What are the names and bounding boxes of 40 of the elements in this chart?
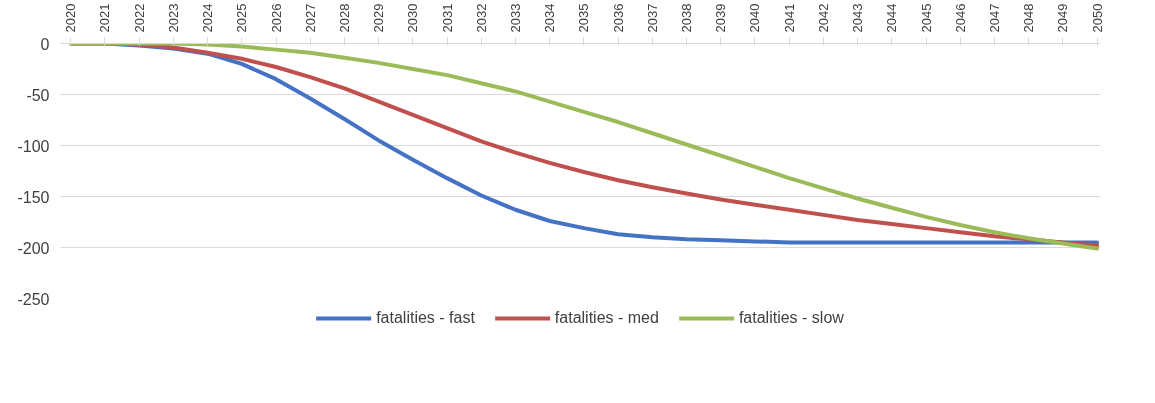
x-tick-label: 2035 [576,3,592,33]
x-tick-label: 2021 [97,3,113,33]
legend-label: fatalities - slow [738,309,844,327]
x-tick-label: 2037 [644,3,660,33]
x-tick-label: 2046 [952,3,968,33]
x-tick-label: 2020 [63,3,79,33]
legend-label: fatalities - med [554,309,659,327]
x-tick-label: 2031 [439,3,455,33]
x-tick-label: 2036 [610,3,626,33]
x-tick-label: 2026 [268,3,284,33]
x-tick-label: 2049 [1055,3,1071,33]
x-tick-label: 2043 [850,3,866,33]
y-tick-label: -50 [26,86,50,104]
y-tick-label: -100 [17,137,50,155]
x-tick-label: 2032 [473,3,489,33]
y-tick-label: 0 [40,35,50,53]
x-tick-label: 2042 [815,3,831,33]
x-tick-label: 2025 [234,3,250,33]
y-tick-label: -150 [17,188,50,206]
x-tick-label: 2045 [918,3,934,33]
x-tick-label: 2033 [508,3,523,33]
x-tick-label: 2044 [884,3,900,33]
x-tick-label: 2029 [371,3,387,33]
x-tick-label: 2024 [200,3,216,33]
x-tick-label: 2023 [165,3,181,33]
x-tick-label: 2041 [781,3,797,33]
y-tick-label: -250 [17,290,50,308]
x-tick-label: 2027 [302,3,318,33]
x-tick-label: 2034 [542,3,558,33]
x-tick-label: 2050 [1089,3,1105,33]
y-tick-label: -200 [17,239,50,257]
legend-label: fatalities - fast [376,309,475,327]
x-tick-label: 2038 [679,3,695,33]
x-tick-label: 2048 [1021,3,1037,33]
x-tick-label: 2022 [131,3,147,33]
x-tick-label: 2047 [986,3,1002,33]
x-tick-label: 2030 [405,3,421,33]
x-tick-label: 2040 [747,3,763,33]
x-tick-label: 2028 [336,3,352,33]
x-tick-label: 2039 [713,3,729,33]
